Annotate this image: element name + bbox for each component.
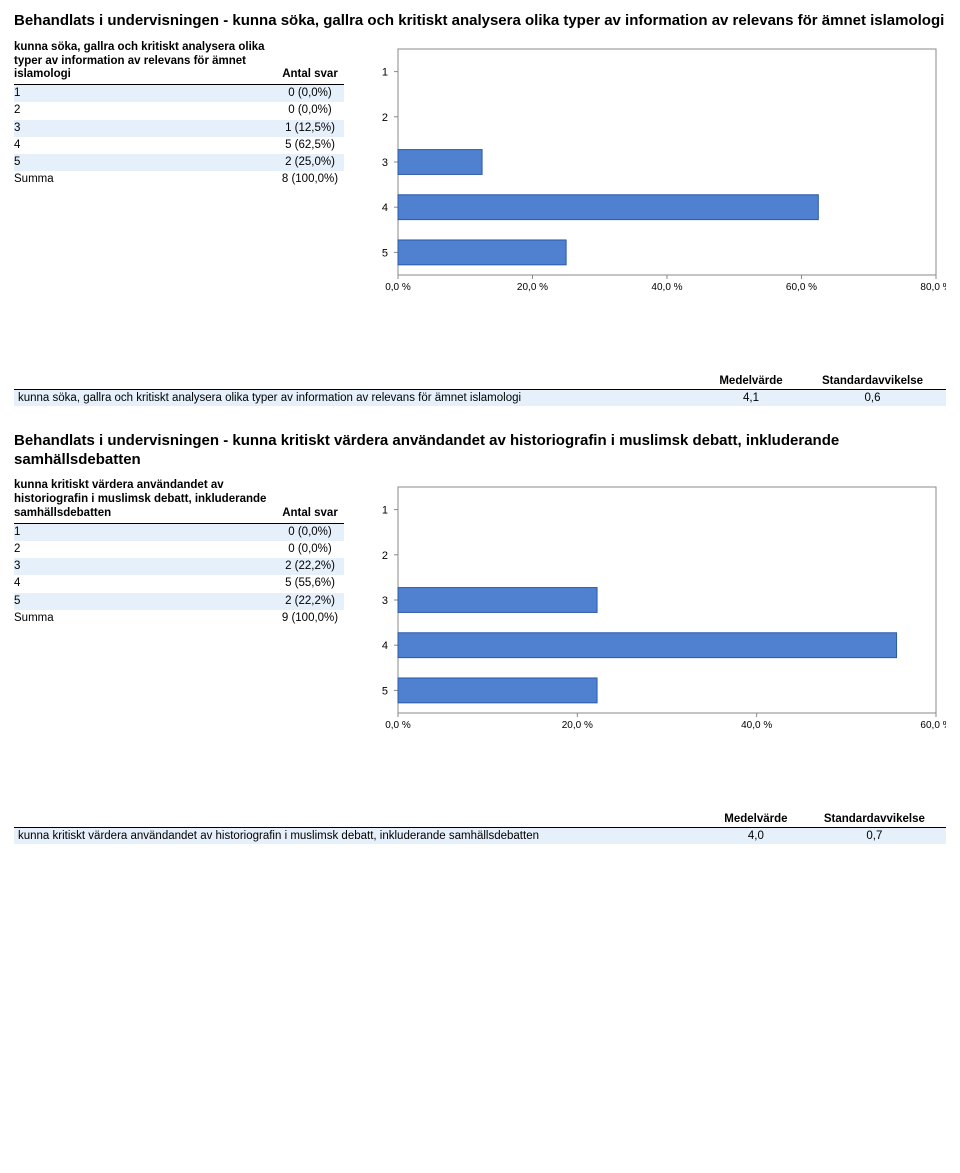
stats-sd-header: Standardavvikelse xyxy=(803,811,946,828)
table-row: 3 2 (22,2%) xyxy=(14,558,344,575)
row-label: 4 xyxy=(14,137,280,154)
stats-sd: 0,7 xyxy=(803,828,946,845)
svg-text:80,0 %: 80,0 % xyxy=(920,282,946,293)
svg-text:4: 4 xyxy=(382,202,388,214)
row-count: 0 (0,0%) xyxy=(280,102,344,119)
svg-text:40,0 %: 40,0 % xyxy=(651,282,682,293)
table-sum-row: Summa 8 (100,0%) xyxy=(14,171,344,188)
svg-text:4: 4 xyxy=(382,640,388,652)
row-count: 0 (0,0%) xyxy=(280,523,344,541)
stats-sd-header: Standardavvikelse xyxy=(799,373,946,390)
row-count: 5 (55,6%) xyxy=(280,575,344,592)
table-row: 1 0 (0,0%) xyxy=(14,85,344,103)
freq-question-header: kunna kritiskt värdera användandet av hi… xyxy=(14,477,280,523)
row-count: 0 (0,0%) xyxy=(280,541,344,558)
row-count: 0 (0,0%) xyxy=(280,85,344,103)
stats-table: Medelvärde Standardavvikelse kunna kriti… xyxy=(14,811,946,844)
sum-label: Summa xyxy=(14,171,280,188)
row-label: 5 xyxy=(14,593,280,610)
freq-count-header: Antal svar xyxy=(280,39,344,85)
stats-mean: 4,0 xyxy=(709,828,803,845)
svg-text:20,0 %: 20,0 % xyxy=(517,282,548,293)
row-count: 2 (22,2%) xyxy=(280,593,344,610)
row-label: 5 xyxy=(14,154,280,171)
section-title: Behandlats i undervisningen - kunna krit… xyxy=(14,432,946,470)
stats-blank-header xyxy=(14,811,709,828)
table-row: 2 0 (0,0%) xyxy=(14,102,344,119)
frequency-table: kunna kritiskt värdera användandet av hi… xyxy=(14,477,344,627)
table-sum-row: Summa 9 (100,0%) xyxy=(14,610,344,627)
table-row: 3 1 (12,5%) xyxy=(14,120,344,137)
table-row: 5 2 (25,0%) xyxy=(14,154,344,171)
stats-mean-header: Medelvärde xyxy=(703,373,799,390)
row-label: 3 xyxy=(14,120,280,137)
stats-mean: 4,1 xyxy=(703,389,799,406)
section-block: kunna söka, gallra och kritiskt analyser… xyxy=(14,39,946,299)
bar-chart: 0,0 % 20,0 % 40,0 % 60,0 % 80,0 % 1 2 3 4 5 xyxy=(368,39,946,299)
svg-text:20,0 %: 20,0 % xyxy=(562,720,593,731)
table-row: 4 5 (62,5%) xyxy=(14,137,344,154)
row-count: 5 (62,5%) xyxy=(280,137,344,154)
svg-text:3: 3 xyxy=(382,595,388,607)
stats-sd: 0,6 xyxy=(799,389,946,406)
svg-text:5: 5 xyxy=(382,686,388,698)
row-label: 2 xyxy=(14,541,280,558)
stats-row: kunna kritiskt värdera användandet av hi… xyxy=(14,828,946,845)
row-label: 2 xyxy=(14,102,280,119)
sum-count: 8 (100,0%) xyxy=(280,171,344,188)
table-row: 4 5 (55,6%) xyxy=(14,575,344,592)
section-block: kunna kritiskt värdera användandet av hi… xyxy=(14,477,946,737)
svg-text:40,0 %: 40,0 % xyxy=(741,720,772,731)
row-label: 4 xyxy=(14,575,280,592)
stats-table: Medelvärde Standardavvikelse kunna söka,… xyxy=(14,373,946,406)
svg-text:1: 1 xyxy=(382,505,388,517)
frequency-table: kunna söka, gallra och kritiskt analyser… xyxy=(14,39,344,189)
row-label: 1 xyxy=(14,523,280,541)
stats-blank-header xyxy=(14,373,703,390)
sum-count: 9 (100,0%) xyxy=(280,610,344,627)
bar-chart: 0,0 % 20,0 % 40,0 % 60,0 % 1 2 3 4 5 xyxy=(368,477,946,737)
row-count: 2 (25,0%) xyxy=(280,154,344,171)
section-title: Behandlats i undervisningen - kunna söka… xyxy=(14,12,946,31)
row-count: 1 (12,5%) xyxy=(280,120,344,137)
svg-text:0,0 %: 0,0 % xyxy=(385,282,411,293)
table-row: 5 2 (22,2%) xyxy=(14,593,344,610)
stats-row-label: kunna söka, gallra och kritiskt analyser… xyxy=(14,389,703,406)
table-row: 2 0 (0,0%) xyxy=(14,541,344,558)
table-row: 1 0 (0,0%) xyxy=(14,523,344,541)
svg-text:1: 1 xyxy=(382,66,388,78)
row-label: 1 xyxy=(14,85,280,103)
svg-text:0,0 %: 0,0 % xyxy=(385,720,411,731)
freq-count-header: Antal svar xyxy=(280,477,344,523)
svg-text:5: 5 xyxy=(382,247,388,259)
stats-row-label: kunna kritiskt värdera användandet av hi… xyxy=(14,828,709,845)
stats-row: kunna söka, gallra och kritiskt analyser… xyxy=(14,389,946,406)
svg-text:3: 3 xyxy=(382,157,388,169)
svg-text:60,0 %: 60,0 % xyxy=(920,720,946,731)
row-count: 2 (22,2%) xyxy=(280,558,344,575)
freq-question-header: kunna söka, gallra och kritiskt analyser… xyxy=(14,39,280,85)
svg-text:60,0 %: 60,0 % xyxy=(786,282,817,293)
sum-label: Summa xyxy=(14,610,280,627)
row-label: 3 xyxy=(14,558,280,575)
stats-mean-header: Medelvärde xyxy=(709,811,803,828)
svg-text:2: 2 xyxy=(382,112,388,124)
svg-text:2: 2 xyxy=(382,550,388,562)
